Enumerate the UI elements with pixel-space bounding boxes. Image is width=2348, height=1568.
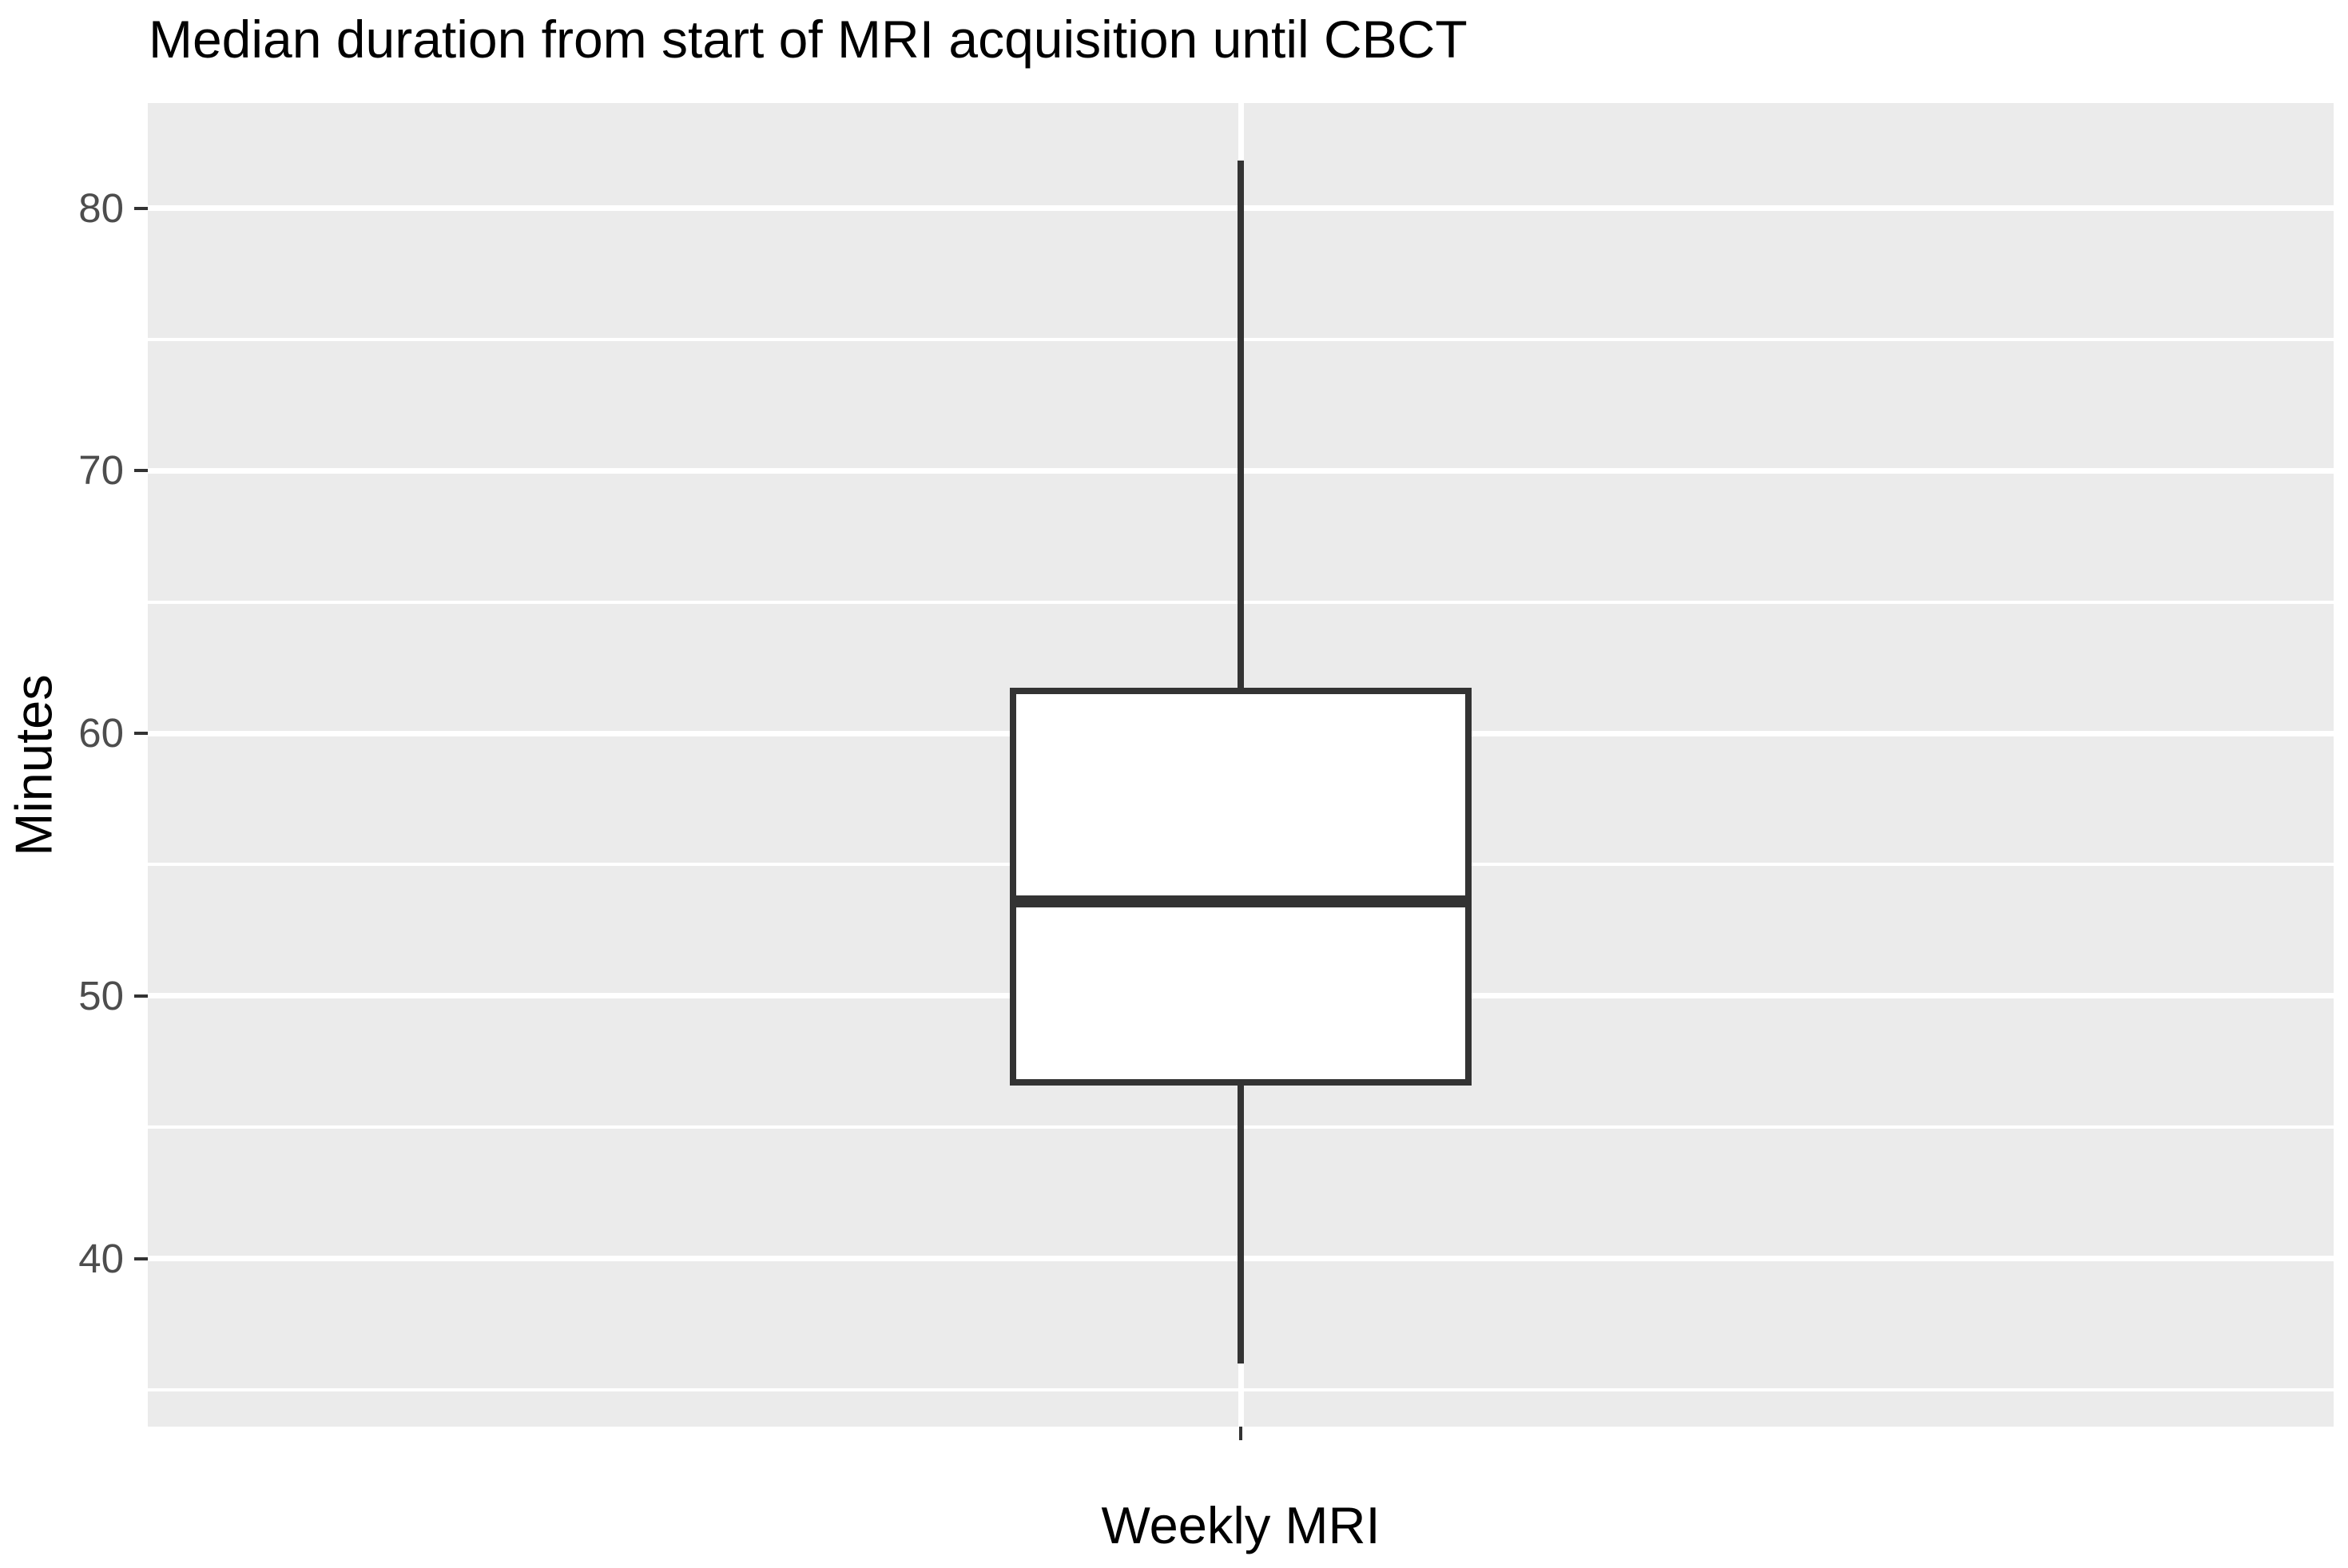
boxplot-box bbox=[1010, 688, 1472, 1086]
x-axis-title: Weekly MRI bbox=[1101, 1496, 1381, 1554]
y-axis-tick-mark bbox=[134, 469, 148, 473]
y-axis-title: Minutes bbox=[4, 674, 63, 856]
y-tick-label: 80 bbox=[78, 185, 124, 231]
boxplot-median-line bbox=[1010, 895, 1472, 907]
y-tick-label: 40 bbox=[78, 1235, 124, 1281]
y-tick-label: 50 bbox=[78, 972, 124, 1018]
y-axis-tick-mark bbox=[134, 732, 148, 736]
y-axis-tick-mark bbox=[134, 994, 148, 998]
boxplot-lower-whisker bbox=[1238, 1082, 1244, 1364]
y-tick-label: 60 bbox=[78, 710, 124, 756]
y-axis-tick-mark bbox=[134, 206, 148, 210]
y-tick-label: 70 bbox=[78, 447, 124, 494]
plot-title: Median duration from start of MRI acquis… bbox=[149, 10, 1468, 69]
y-axis-tick-mark bbox=[134, 1256, 148, 1260]
boxplot-upper-whisker bbox=[1238, 161, 1244, 692]
x-axis-tick-mark bbox=[1239, 1427, 1242, 1440]
